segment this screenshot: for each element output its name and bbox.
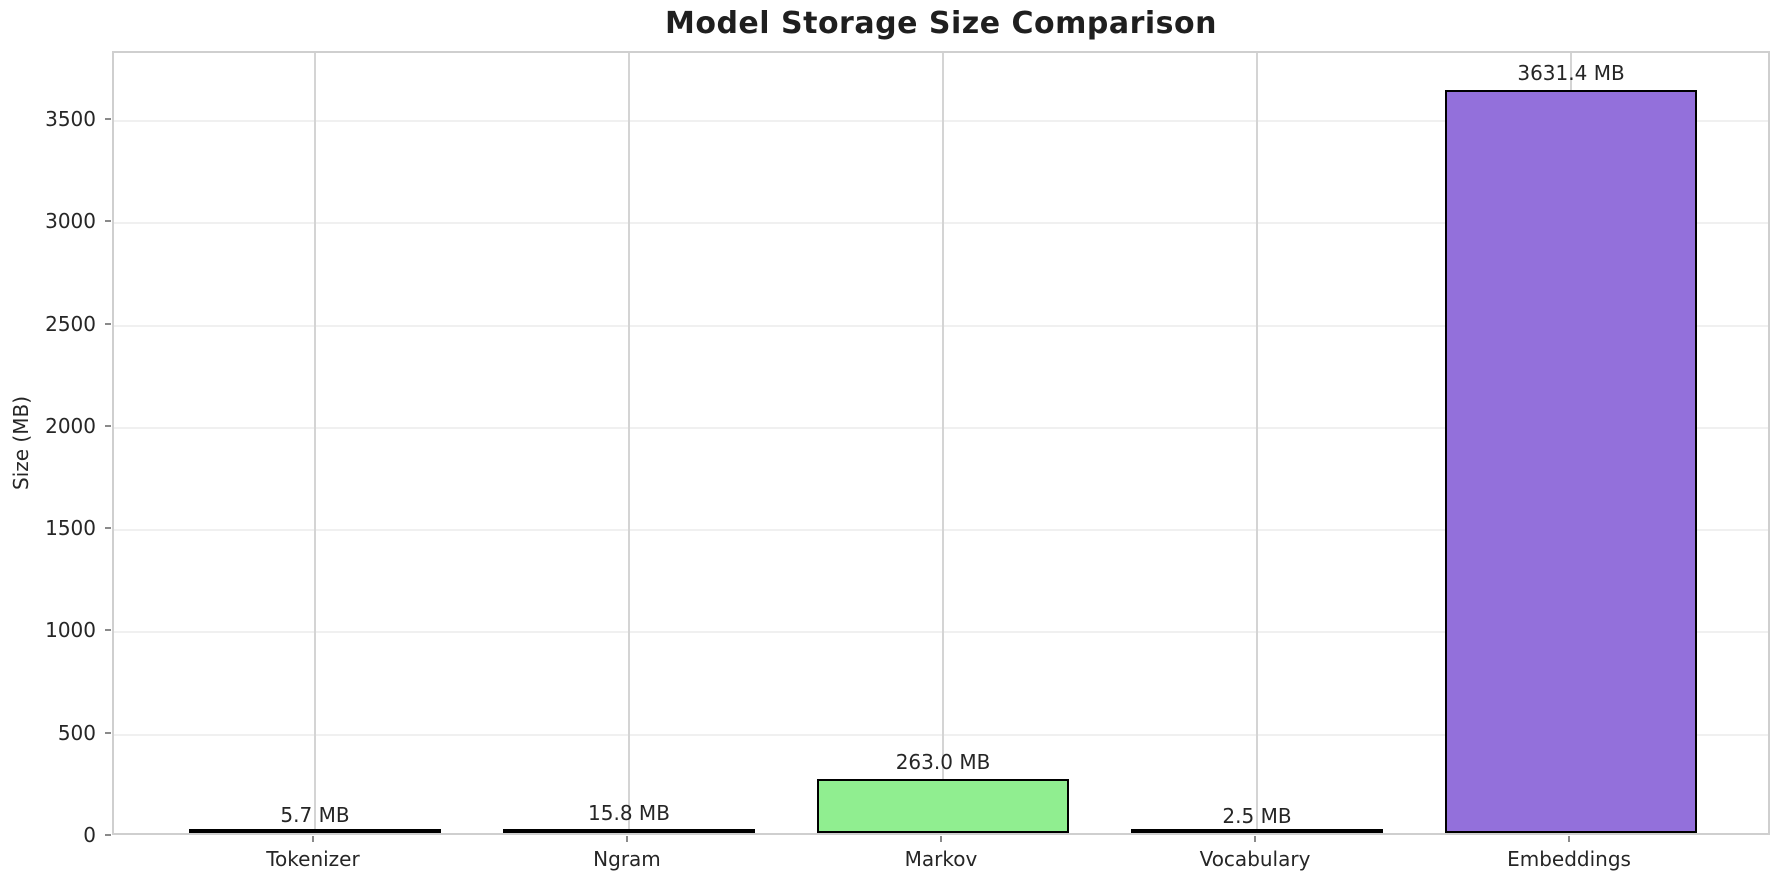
bar-embeddings: [1445, 90, 1697, 833]
x-gridline: [627, 53, 630, 833]
y-gridline: [114, 529, 1768, 532]
x-gridline: [942, 53, 944, 833]
y-tick-mark: [105, 527, 111, 530]
y-gridline: [114, 222, 1768, 225]
x-tick-label: Tokenizer: [266, 847, 360, 871]
y-gridline: [114, 119, 1768, 122]
y-tick-label: 3000: [45, 209, 96, 234]
x-tick-mark: [311, 836, 314, 842]
y-tick-mark: [105, 117, 111, 120]
y-gridline: [114, 631, 1768, 634]
x-gridline: [1256, 53, 1258, 833]
y-gridline: [114, 426, 1768, 429]
x-tick-label: Vocabulary: [1199, 847, 1311, 871]
y-tick-label: 500: [57, 720, 96, 745]
y-tick-mark: [105, 629, 111, 632]
y-tick-label: 3500: [45, 106, 96, 131]
y-tick-mark: [105, 424, 111, 427]
bar-value-label: 15.8 MB: [588, 800, 670, 825]
bar-value-label: 3631.4 MB: [1517, 61, 1625, 86]
y-tick-label: 2000: [45, 413, 96, 438]
x-gridline: [313, 53, 316, 833]
y-tick-label: 1500: [45, 516, 96, 541]
x-tick-label: Markov: [904, 847, 978, 871]
bar-ngram: [503, 829, 755, 833]
y-tick-label: 2500: [45, 311, 96, 336]
y-tick-label: 0: [83, 823, 96, 847]
chart-title: Model Storage Size Comparison: [664, 6, 1218, 41]
bar-value-label: 5.7 MB: [280, 802, 350, 827]
x-tick-mark: [940, 836, 942, 842]
bar-markov: [817, 779, 1069, 833]
x-tick-label: Embeddings: [1507, 847, 1631, 871]
bar-vocabulary: [1131, 829, 1383, 833]
x-tick-mark: [625, 836, 628, 842]
y-tick-label: 1000: [45, 618, 96, 643]
y-tick-mark: [105, 834, 111, 836]
y-tick-mark: [105, 322, 111, 325]
x-tick-mark: [1568, 836, 1571, 842]
x-tick-label: Ngram: [593, 847, 661, 871]
bar-value-label: 263.0 MB: [895, 750, 991, 775]
y-tick-mark: [105, 220, 111, 223]
bar-value-label: 2.5 MB: [1222, 803, 1292, 828]
y-gridline: [114, 733, 1768, 736]
y-axis-label: Size (MB): [9, 396, 33, 490]
y-gridline: [114, 324, 1768, 327]
x-tick-mark: [1254, 836, 1256, 842]
plot-area: 5.7 MB 15.8 MB 263.0 MB 2.5 MB 3631.4 MB: [112, 51, 1770, 835]
y-tick-mark: [105, 731, 111, 734]
bar-tokenizer: [189, 829, 441, 833]
